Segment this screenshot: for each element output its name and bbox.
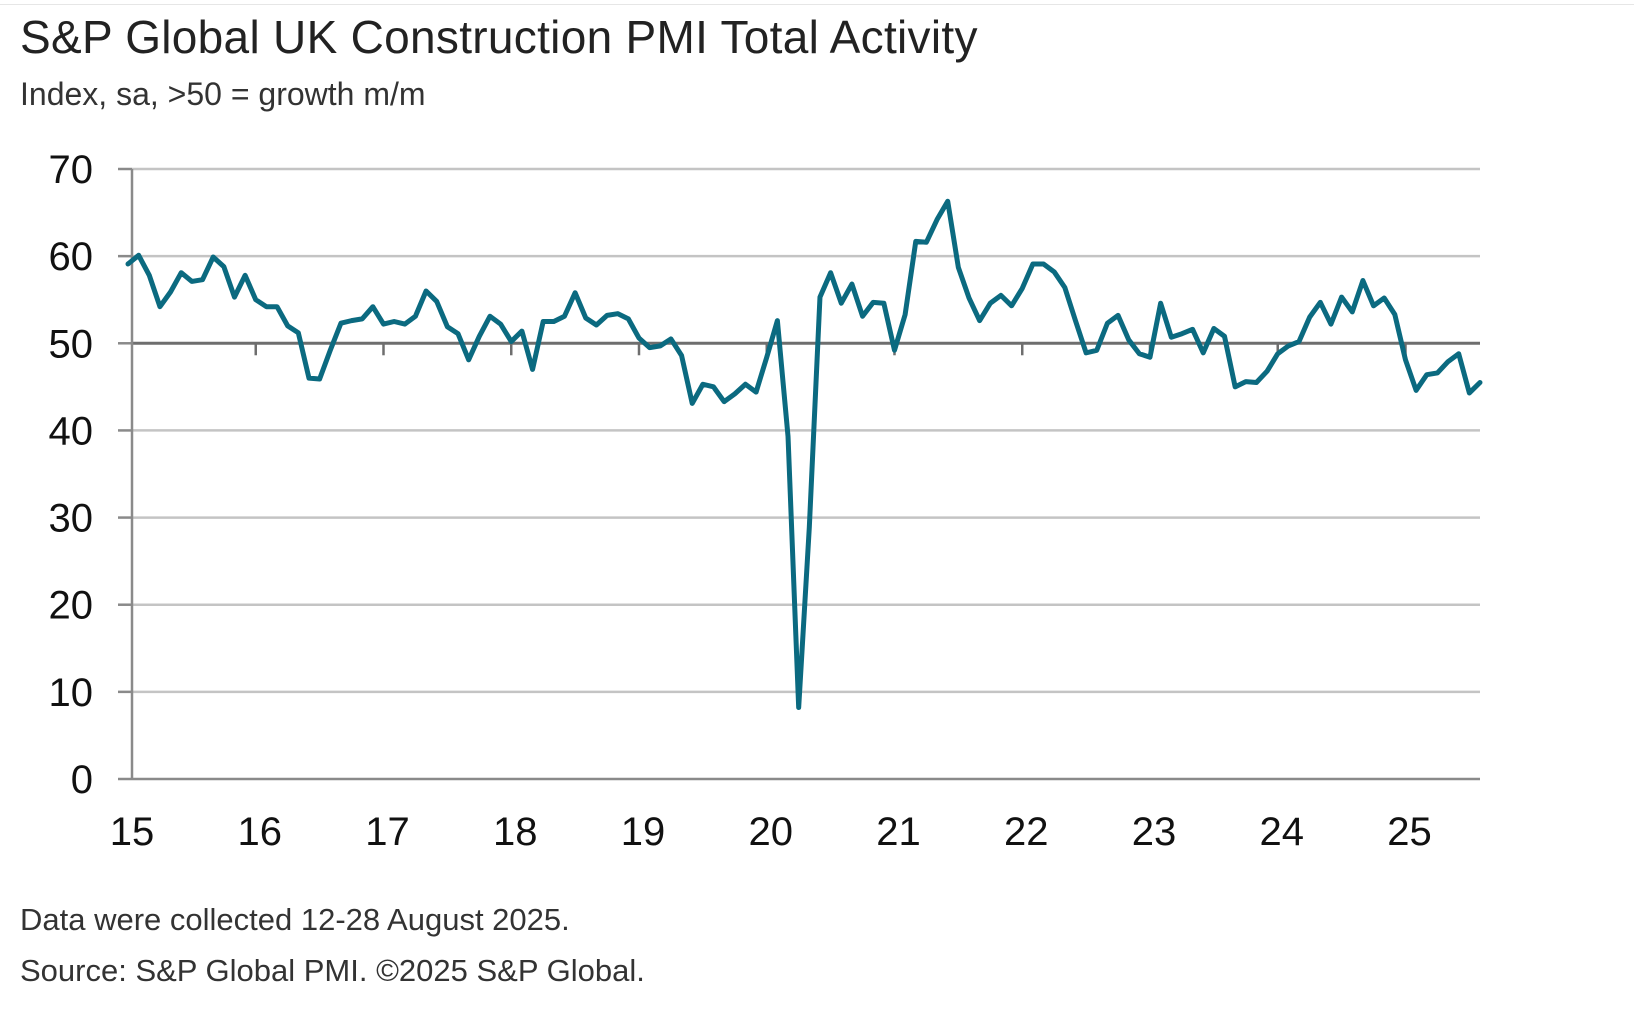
source-note: Source: S&P Global PMI. ©2025 S&P Global… xyxy=(20,953,645,988)
top-rule xyxy=(0,4,1634,5)
y-tick-label-70: 70 xyxy=(49,148,94,192)
chart-title: S&P Global UK Construction PMI Total Act… xyxy=(20,11,978,63)
series-group xyxy=(125,198,1483,711)
x-tick-label-23: 23 xyxy=(1132,810,1177,854)
y-tick-label-60: 60 xyxy=(49,235,94,279)
x-tick-label-17: 17 xyxy=(365,810,410,854)
x-tick-label-21: 21 xyxy=(876,810,921,854)
x-axis-labels: 15 16 17 18 19 20 21 22 23 24 25 xyxy=(110,810,1432,854)
series-line xyxy=(125,198,1483,711)
gridlines xyxy=(132,167,1480,694)
x-tick-label-19: 19 xyxy=(621,810,666,854)
x-tick-label-22: 22 xyxy=(1004,810,1049,854)
y-tick-label-10: 10 xyxy=(49,671,94,715)
y-tick-label-50: 50 xyxy=(49,322,94,366)
x-tick-label-16: 16 xyxy=(237,810,282,854)
x-tick-label-25: 25 xyxy=(1387,810,1432,854)
x-tick-label-24: 24 xyxy=(1259,810,1304,854)
y-tick-label-30: 30 xyxy=(49,497,94,541)
y-tick-label-20: 20 xyxy=(49,584,94,628)
y-tick-label-40: 40 xyxy=(49,409,94,453)
y-axis-labels: 0 10 20 30 40 50 60 70 xyxy=(49,148,94,802)
y-tick-label-0: 0 xyxy=(71,758,93,802)
data-collection-note: Data were collected 12-28 August 2025. xyxy=(20,902,570,937)
x-tick-label-15: 15 xyxy=(110,810,155,854)
line-chart: 0 10 20 30 40 50 60 70 15 16 17 18 19 20 21 22 23 24 25 xyxy=(49,148,1483,854)
x-tick-label-20: 20 xyxy=(748,810,793,854)
x-tick-label-18: 18 xyxy=(493,810,538,854)
chart-subtitle: Index, sa, >50 = growth m/m xyxy=(20,76,426,112)
